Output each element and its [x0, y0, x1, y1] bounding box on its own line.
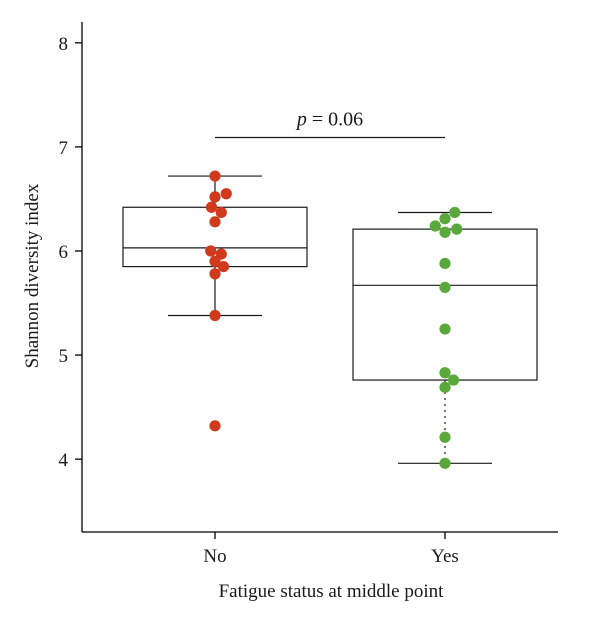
y-tick-label: 4 — [59, 450, 69, 471]
data-point-no — [215, 248, 227, 260]
data-point-yes — [449, 206, 461, 219]
data-point-yes — [439, 226, 451, 238]
y-tick-label: 8 — [59, 34, 69, 55]
data-point-no — [217, 260, 230, 273]
box-group-layer — [122, 175, 538, 464]
y-tick-label: 7 — [59, 138, 69, 159]
x-tick-label-no: No — [203, 546, 226, 567]
x-tick-label-yes: Yes — [431, 546, 459, 567]
data-point-no — [209, 191, 221, 203]
data-point-yes — [439, 381, 451, 393]
data-point-no — [209, 255, 221, 267]
data-point-no — [215, 206, 227, 219]
data-point-no — [220, 188, 232, 200]
data-point-yes — [439, 367, 451, 379]
data-point-no — [205, 245, 217, 257]
significance-annotation: p = 0.06 — [215, 109, 445, 139]
p-value-label: p = 0.06 — [295, 109, 363, 131]
data-point-yes — [439, 213, 451, 225]
data-point-yes — [439, 323, 451, 335]
plot-axes: 4 5 6 7 8 No Yes — [59, 22, 558, 567]
data-point-yes — [439, 257, 451, 270]
data-point-no — [209, 216, 221, 228]
data-point-yes — [439, 457, 451, 469]
y-tick-label: 6 — [59, 242, 69, 263]
x-axis-title: Fatigue status at middle point — [219, 581, 445, 602]
data-point-no — [209, 309, 221, 322]
y-axis-title: Shannon diversity index — [22, 183, 43, 368]
data-points-layer — [205, 170, 463, 469]
data-point-no — [209, 420, 221, 432]
box-yes — [352, 228, 538, 381]
y-tick-label: 5 — [59, 346, 69, 367]
data-point-yes — [439, 431, 451, 443]
data-point-no — [205, 201, 218, 213]
data-point-yes — [429, 220, 441, 232]
p-value-text: = 0.06 — [307, 109, 363, 131]
data-point-yes — [439, 281, 451, 294]
p-symbol: p — [295, 109, 307, 131]
data-point-no — [209, 170, 221, 182]
data-point-no — [209, 268, 221, 280]
data-point-yes — [451, 223, 463, 235]
data-point-yes — [447, 374, 460, 386]
